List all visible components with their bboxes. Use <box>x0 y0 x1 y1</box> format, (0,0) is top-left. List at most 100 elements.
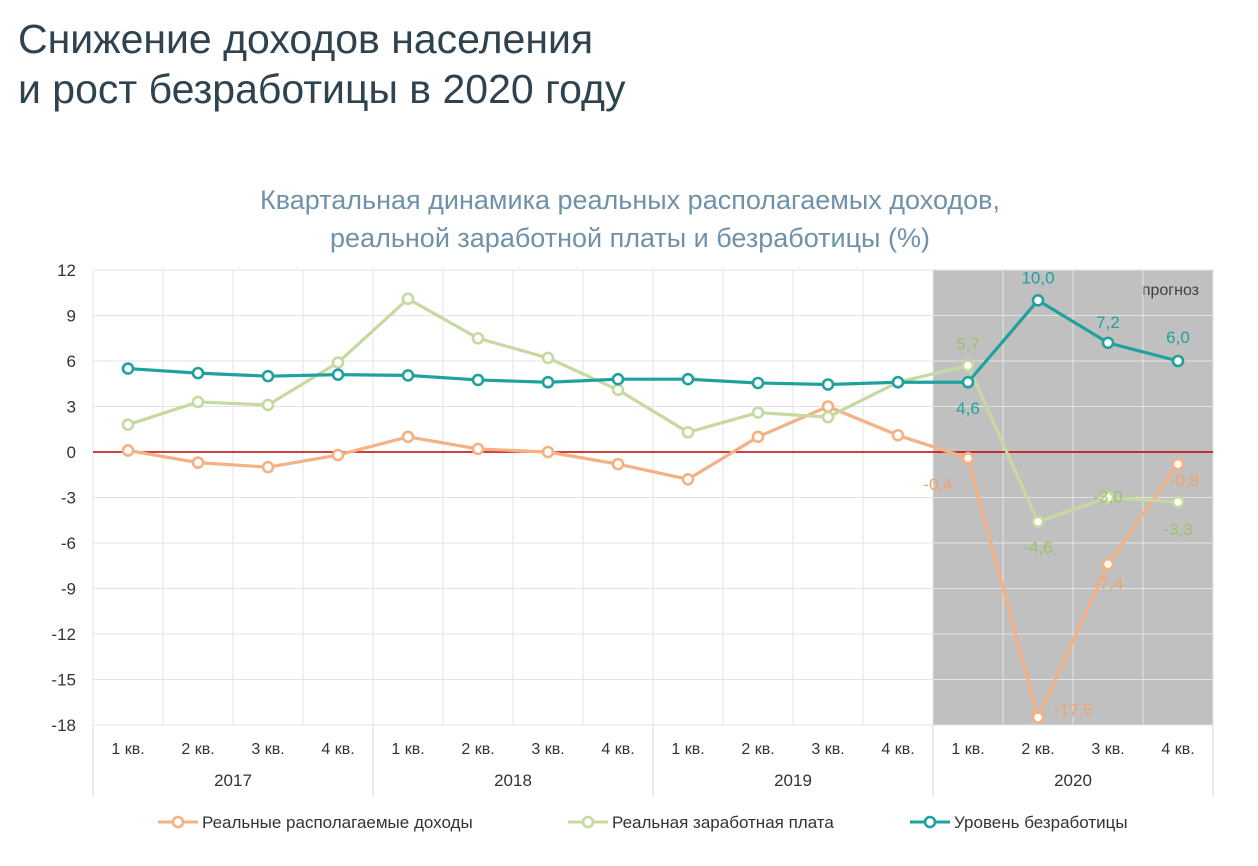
x-tick-label: 4 кв. <box>321 741 354 758</box>
x-tick-label: 3 кв. <box>251 741 284 758</box>
chart-title-line-2: реальной заработной платы и безработицы … <box>330 223 930 253</box>
page-title-line-1: Снижение доходов населения <box>18 16 594 62</box>
series-2-point <box>821 378 835 391</box>
x-tick-label: 1 кв. <box>391 741 424 758</box>
x-tick-label: 1 кв. <box>111 741 144 758</box>
series-2-point <box>891 375 905 389</box>
series-1-point <box>961 359 975 372</box>
series-0-point <box>191 456 205 469</box>
x-tick-label: 4 кв. <box>881 741 914 758</box>
y-tick-label: -15 <box>51 671 76 690</box>
series-0-point <box>1171 457 1185 471</box>
x-tick-label: 1 кв. <box>951 741 984 758</box>
x-tick-label: 2 кв. <box>741 741 774 758</box>
series-1-point <box>681 425 695 439</box>
series-1-point <box>401 292 415 306</box>
series-0-point <box>681 472 695 486</box>
series-1-point <box>261 398 275 412</box>
series-2-point <box>331 368 345 381</box>
series-2-point <box>751 376 765 390</box>
series-1-point <box>331 356 345 369</box>
x-tick-label: 4 кв. <box>1161 741 1194 758</box>
legend-label-2: Уровень безработицы <box>954 813 1128 832</box>
y-tick-label: 12 <box>57 261 76 280</box>
series-1-point <box>191 395 205 409</box>
series-2-point <box>1031 294 1045 307</box>
y-tick-label: -12 <box>51 625 76 644</box>
y-axis: 12 9 6 3 0 -3 -6 -9 -12 -15 -18 <box>51 261 76 735</box>
series-0-point <box>331 448 345 462</box>
series-1-point <box>1031 515 1045 529</box>
data-label: -3,0 <box>1093 488 1122 507</box>
y-tick-label: -3 <box>61 489 76 508</box>
data-label: 10,0 <box>1021 268 1054 287</box>
page-title-line-2: и рост безработицы в 2020 году <box>18 66 626 112</box>
data-label: 6,0 <box>1166 328 1190 347</box>
y-tick-label: 3 <box>67 398 76 417</box>
series-0-point <box>961 451 975 465</box>
y-tick-label: 6 <box>67 352 76 371</box>
series-1-point <box>471 331 485 345</box>
series-line-1 <box>127 297 1179 524</box>
series-2-point <box>611 372 625 386</box>
data-label: -0,8 <box>1170 471 1199 490</box>
legend-label-0: Реальные располагаемые доходы <box>202 813 473 832</box>
data-labels: -0,4 -17,5 -7,4 -0,8 5,7 -4,6 -3,0 -3,3 4,6 10,0 7… <box>923 268 1199 719</box>
x-tick-label: 3 кв. <box>531 741 564 758</box>
legend-marker-1 <box>581 815 595 829</box>
forecast-label: прогноз <box>1142 282 1199 299</box>
series-2-point <box>121 362 135 375</box>
data-label: 4,6 <box>956 399 980 418</box>
series-2-point <box>541 375 555 389</box>
page-title: Снижение доходов населения и рост безраб… <box>18 14 625 114</box>
series-1-point <box>121 418 135 432</box>
series-2-point <box>961 375 975 389</box>
y-tick-label: -6 <box>61 534 76 553</box>
year-label: 2018 <box>494 771 532 790</box>
legend-marker-2 <box>923 815 937 829</box>
series-1-point <box>1101 491 1115 504</box>
x-axis: 1 кв. 2 кв. 3 кв. 4 кв. 1 кв. 2 кв. 3 кв. 4 кв.… <box>92 725 1214 797</box>
series-2-point <box>681 372 695 386</box>
legend: Реальные располагаемые доходы Реальная за… <box>158 813 1128 832</box>
series-0-point <box>401 430 415 444</box>
legend-marker-0 <box>171 815 185 829</box>
series-line-0 <box>127 404 1180 720</box>
series-1-point <box>611 383 625 397</box>
y-tick-label: 0 <box>67 443 76 462</box>
series-0-point <box>541 445 555 459</box>
series-0-point <box>471 442 485 456</box>
series-1-point <box>821 410 835 424</box>
data-label: -3,3 <box>1163 520 1192 539</box>
year-label: 2019 <box>774 771 812 790</box>
data-label: 7,2 <box>1096 313 1120 332</box>
series-0-point <box>821 400 835 413</box>
series-0-point <box>611 457 625 471</box>
series-0-point <box>261 460 275 474</box>
series-1-point <box>751 406 765 419</box>
y-tick-label: -18 <box>51 716 76 735</box>
series-2-point <box>191 366 205 380</box>
x-tick-label: 3 кв. <box>1091 741 1124 758</box>
x-tick-label: 4 кв. <box>601 741 634 758</box>
x-tick-label: 3 кв. <box>811 741 844 758</box>
y-tick-label: -9 <box>61 580 76 599</box>
series-1-point <box>1171 495 1185 509</box>
series-2-point <box>471 373 485 387</box>
series-2-point <box>261 369 275 383</box>
legend-label-1: Реальная заработная плата <box>612 813 834 832</box>
x-tick-label: 2 кв. <box>1021 741 1054 758</box>
x-tick-label: 2 кв. <box>461 741 494 758</box>
series-2-point <box>401 369 415 382</box>
series-2-point <box>1171 354 1185 368</box>
series-0-point <box>1101 557 1115 571</box>
chart-title: Квартальная динамика реальных располагае… <box>130 181 1130 257</box>
series-0-point <box>891 429 905 442</box>
data-label: -17,5 <box>1054 700 1093 719</box>
data-label: 5,7 <box>956 335 980 354</box>
x-tick-label: 2 кв. <box>181 741 214 758</box>
data-label: -7,4 <box>1094 574 1123 593</box>
data-label: -4,6 <box>1023 538 1052 557</box>
series-2-point <box>1101 336 1115 350</box>
